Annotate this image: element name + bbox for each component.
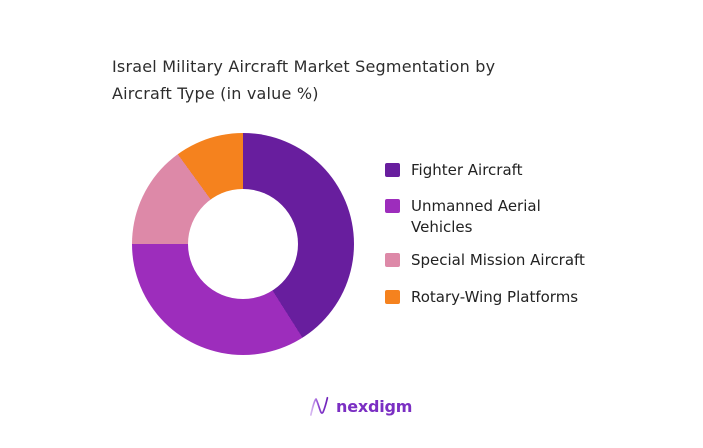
legend-swatch-unmanned-aerial-vehicles (385, 199, 400, 213)
legend-swatch-special-mission-aircraft (385, 253, 400, 267)
legend-label-fighter-aircraft: Fighter Aircraft (411, 161, 523, 179)
legend-label-special-mission-aircraft: Special Mission Aircraft (411, 251, 585, 269)
legend-swatch-fighter-aircraft (385, 163, 400, 177)
legend-label-rotary-wing-platforms: Rotary-Wing Platforms (411, 288, 579, 306)
nexdigm-logo-icon (309, 396, 329, 416)
legend-item-unmanned-aerial-vehicles: Unmanned Aerial Vehicles (385, 197, 541, 238)
donut-hole (188, 189, 298, 299)
legend-item-fighter-aircraft: Fighter Aircraft (385, 161, 523, 181)
brand-wordmark: nexdigm (336, 396, 413, 416)
legend-item-rotary-wing-platforms: Rotary-Wing Platforms (385, 288, 578, 308)
legend-label-unmanned-aerial-vehicles: Unmanned Aerial Vehicles (411, 197, 541, 236)
chart-title: Israel Military Aircraft Market Segmenta… (112, 57, 496, 103)
brand-logo: nexdigm (308, 393, 412, 419)
legend-item-special-mission-aircraft: Special Mission Aircraft (385, 251, 585, 271)
donut-chart (132, 133, 354, 355)
legend-swatch-rotary-wing-platforms (385, 290, 400, 304)
